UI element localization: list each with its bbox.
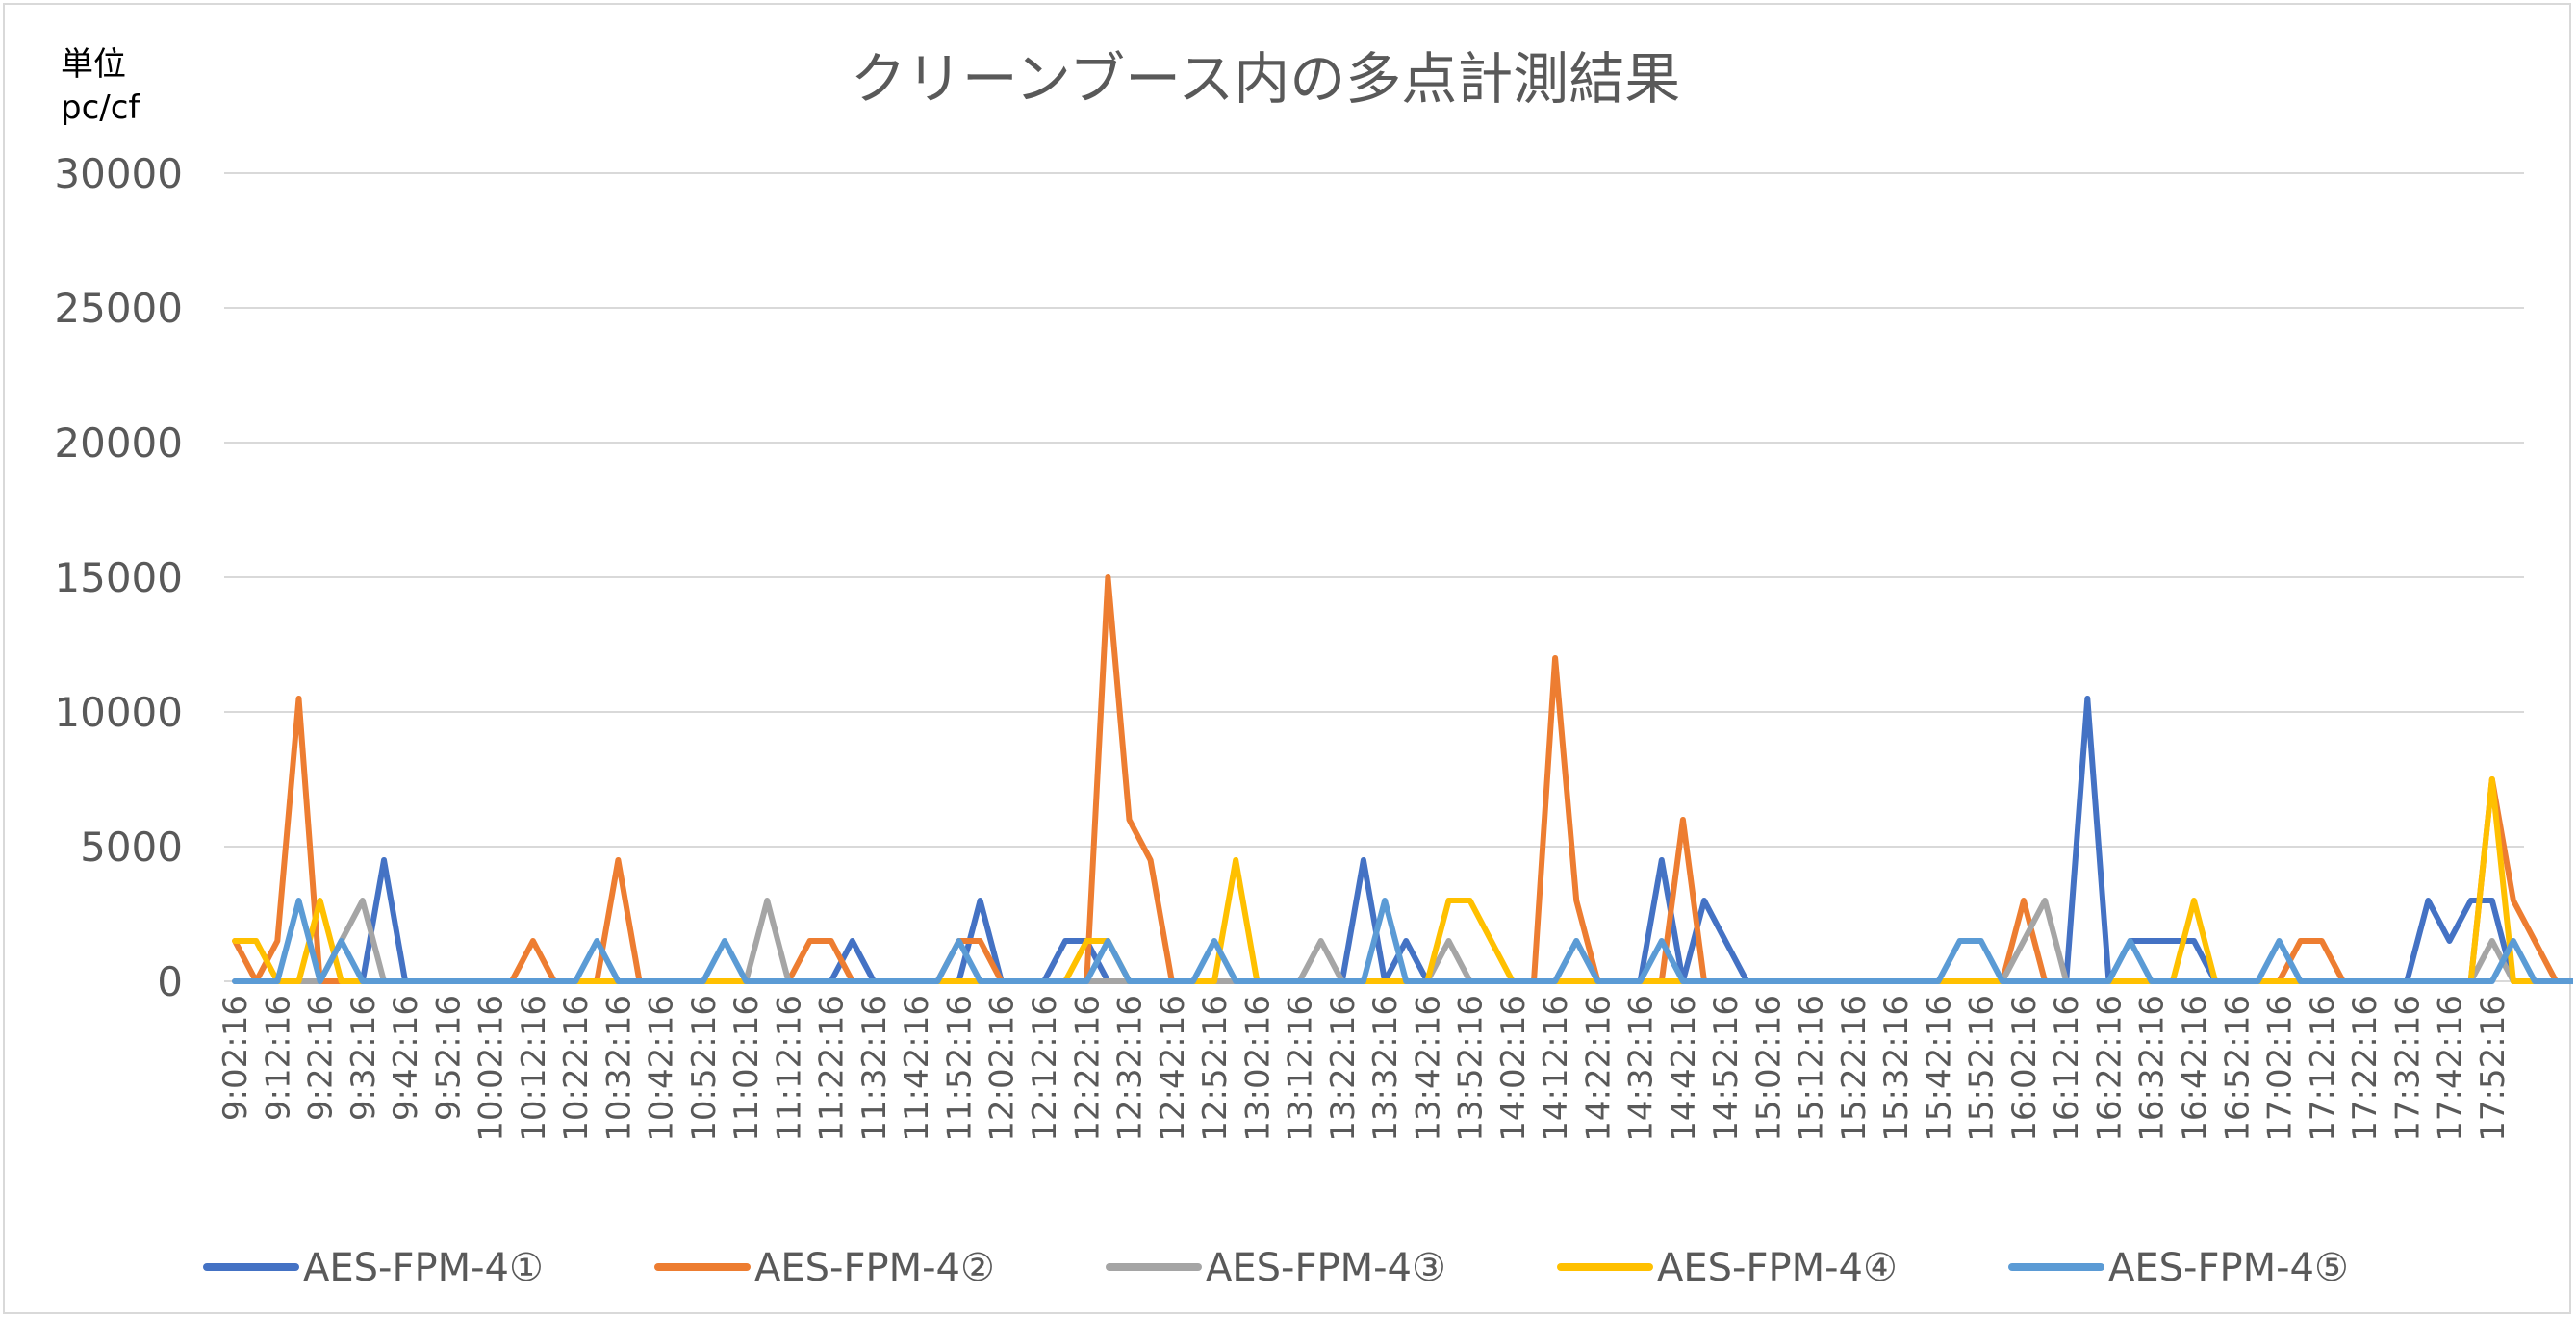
series-line-2 — [232, 574, 2573, 984]
x-tick-label: 17:22:16 — [2346, 995, 2385, 1142]
y-tick-label: 0 — [157, 958, 183, 1005]
y-tick-label: 15000 — [54, 554, 183, 601]
x-tick-label: 17:12:16 — [2304, 995, 2342, 1142]
x-tick-label: 13:42:16 — [1409, 995, 1447, 1142]
x-tick-label: 15:52:16 — [1963, 995, 2002, 1142]
y-tick-label: 10000 — [54, 689, 183, 736]
x-tick-label: 15:32:16 — [1877, 995, 1916, 1142]
x-tick-label: 15:12:16 — [1793, 995, 1831, 1142]
y-tick-label: 25000 — [54, 285, 183, 332]
unit-label-top: 単位 — [61, 45, 126, 84]
series-line-1 — [232, 696, 2573, 984]
x-tick-label: 16:32:16 — [2133, 995, 2172, 1142]
x-tick-label: 16:02:16 — [2005, 995, 2044, 1142]
y-tick-label: 30000 — [54, 150, 183, 197]
x-tick-label: 11:12:16 — [770, 995, 808, 1142]
x-tick-label: 17:32:16 — [2388, 995, 2427, 1142]
legend-label-3: AES-FPM-4③ — [1206, 1246, 1446, 1290]
x-tick-label: 12:42:16 — [1154, 995, 1192, 1142]
x-tick-label: 14:12:16 — [1537, 995, 1575, 1142]
y-tick-label: 5000 — [80, 824, 183, 871]
x-tick-label: 9:02:16 — [217, 995, 255, 1121]
legend-label-1: AES-FPM-4① — [303, 1246, 544, 1290]
x-tick-label: 12:22:16 — [1068, 995, 1107, 1142]
x-tick-label: 11:22:16 — [813, 995, 852, 1142]
x-tick-label: 12:02:16 — [983, 995, 1022, 1142]
legend: AES-FPM-4① AES-FPM-4② AES-FPM-4③ AES-FPM-4④… — [203, 1246, 2349, 1290]
series-line-5 — [232, 898, 2573, 984]
x-tick-label: 17:52:16 — [2474, 995, 2512, 1142]
x-tick-label: 12:52:16 — [1196, 995, 1235, 1142]
x-tick-label: 11:02:16 — [727, 995, 766, 1142]
x-tick-label: 15:22:16 — [1835, 995, 1874, 1142]
gridlines — [224, 172, 2524, 982]
x-tick-label: 9:32:16 — [344, 995, 383, 1121]
x-tick-label: 12:32:16 — [1111, 995, 1150, 1142]
x-tick-label: 13:02:16 — [1238, 995, 1277, 1142]
x-tick-label: 14:22:16 — [1579, 995, 1618, 1142]
x-tick-label: 13:22:16 — [1324, 995, 1363, 1142]
x-tick-label: 13:12:16 — [1282, 995, 1320, 1142]
legend-label-4: AES-FPM-4④ — [1657, 1246, 1898, 1290]
x-tick-label: 17:42:16 — [2432, 995, 2470, 1142]
x-tick-label: 9:42:16 — [387, 995, 425, 1121]
y-tick-label: 20000 — [54, 419, 183, 467]
x-tick-label: 10:22:16 — [557, 995, 596, 1142]
x-tick-label: 14:02:16 — [1494, 995, 1533, 1142]
x-tick-label: 15:42:16 — [1920, 995, 1958, 1142]
x-tick-label: 11:52:16 — [940, 995, 979, 1142]
x-tick-label: 9:12:16 — [259, 995, 297, 1121]
x-tick-label: 16:52:16 — [2218, 995, 2257, 1142]
x-tick-label: 16:42:16 — [2176, 995, 2214, 1142]
legend-label-5: AES-FPM-4⑤ — [2108, 1246, 2349, 1290]
x-tick-label: 14:42:16 — [1665, 995, 1703, 1142]
chart-title: クリーンブース内の多点計測結果 — [851, 46, 1680, 112]
x-axis-ticks: 9:02:16 9:12:16 9:22:16 9:32:16 9:42:16 9:52:… — [217, 995, 2512, 1142]
y-axis-ticks: 0 5000 10000 15000 20000 25000 30000 — [54, 150, 183, 1005]
x-tick-label: 16:22:16 — [2090, 995, 2129, 1142]
chart-frame: クリーンブース内の多点計測結果 単位 pc/cf 0 5000 10000 15000… — [3, 3, 2573, 1314]
legend-label-2: AES-FPM-4② — [754, 1246, 995, 1290]
x-tick-label: 11:32:16 — [855, 995, 894, 1142]
x-tick-label: 16:12:16 — [2048, 995, 2086, 1142]
x-tick-label: 10:12:16 — [515, 995, 553, 1142]
x-tick-label: 13:32:16 — [1366, 995, 1405, 1142]
x-tick-label: 10:02:16 — [472, 995, 511, 1142]
x-tick-label: 10:42:16 — [643, 995, 681, 1142]
line-chart: クリーンブース内の多点計測結果 単位 pc/cf 0 5000 10000 15000… — [54, 45, 2573, 1290]
x-tick-label: 17:02:16 — [2261, 995, 2300, 1142]
x-tick-label: 15:02:16 — [1749, 995, 1788, 1142]
series-lines — [232, 574, 2573, 984]
x-tick-label: 13:52:16 — [1452, 995, 1491, 1142]
x-tick-label: 12:12:16 — [1026, 995, 1064, 1142]
x-tick-label: 11:42:16 — [898, 995, 936, 1142]
x-tick-label: 10:52:16 — [685, 995, 724, 1142]
x-tick-label: 14:52:16 — [1707, 995, 1746, 1142]
x-tick-label: 9:52:16 — [429, 995, 468, 1121]
x-tick-label: 14:32:16 — [1622, 995, 1661, 1142]
x-tick-label: 9:22:16 — [302, 995, 341, 1121]
unit-label-bottom: pc/cf — [61, 89, 140, 127]
x-tick-label: 10:32:16 — [599, 995, 638, 1142]
